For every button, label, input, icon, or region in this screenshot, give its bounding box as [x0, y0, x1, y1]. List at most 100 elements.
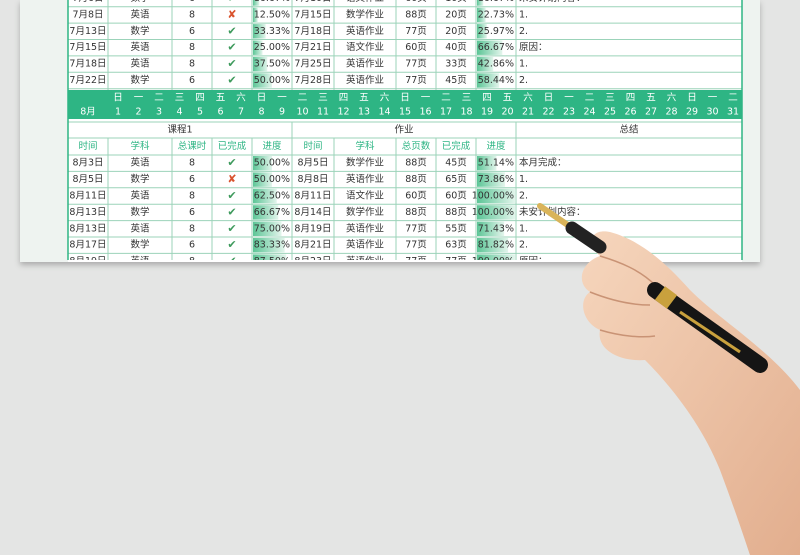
status-icon: ✔ — [227, 74, 236, 87]
day: 19 — [481, 107, 493, 118]
cell-text: 英语作业 — [346, 58, 384, 70]
hand — [537, 203, 800, 555]
cell-text: 英语 — [130, 8, 150, 20]
day: 23 — [563, 107, 575, 118]
cell-text: 8月3日 — [72, 158, 103, 169]
progress-bar — [253, 238, 285, 253]
margin — [20, 0, 68, 262]
cell-text: 语文作业 — [346, 190, 384, 202]
cell-text: 英语作业 — [346, 255, 384, 267]
progress-bar — [253, 73, 272, 88]
cell-text: 8 — [189, 158, 195, 169]
calendar-month: 8月 — [80, 107, 96, 118]
cell-text: 8月21日 — [294, 240, 331, 251]
cell-text: 英语作业 — [346, 239, 384, 251]
group-header: 作业 — [394, 124, 413, 136]
day: 14 — [378, 107, 390, 118]
weekday: 一 — [708, 93, 718, 104]
group-header: 课程1 — [167, 125, 192, 136]
cell-text: 8 — [189, 223, 195, 234]
cell-text: 77页 — [405, 240, 427, 251]
progress-text: 71.43% — [478, 223, 514, 234]
progress-text: 62.50% — [254, 191, 290, 202]
status-icon: ✔ — [227, 255, 236, 268]
progress-bar — [253, 0, 260, 6]
cell-text: 7月8日 — [72, 9, 103, 20]
progress-bar — [477, 188, 515, 204]
status-icon: ✔ — [227, 57, 236, 70]
progress-bar — [253, 7, 258, 23]
day: 5 — [197, 107, 203, 118]
paper — [20, 0, 760, 262]
day: 26 — [624, 107, 636, 118]
progress-text: 25.00% — [254, 42, 290, 53]
progress-text: 12.50% — [254, 9, 290, 20]
progress-text: 66.67% — [254, 207, 290, 218]
column-header: 已完成 — [442, 140, 471, 152]
cell-text: 77页 — [405, 75, 427, 86]
weekday: 日 — [687, 93, 697, 104]
day: 31 — [727, 107, 739, 118]
cell-text: 88页 — [405, 9, 427, 20]
cell-text: 英语 — [130, 58, 150, 70]
status-icon: ✔ — [227, 189, 236, 202]
cell-text: 英语 — [130, 190, 150, 202]
cell-text: 英语 — [130, 222, 150, 234]
cell-text: 60页 — [445, 191, 467, 202]
weekday: 二 — [154, 93, 164, 104]
weekday: 二 — [728, 93, 738, 104]
column-header: 已完成 — [218, 140, 247, 152]
column-header: 进度 — [486, 140, 506, 152]
cell-text: 7月13日 — [69, 26, 106, 37]
weekday: 三 — [462, 93, 472, 104]
cell-text: 7月6日 — [72, 0, 103, 4]
pen-band — [654, 286, 678, 309]
progress-text: 100.00% — [472, 256, 514, 267]
cell-text: 8月5日 — [297, 158, 328, 169]
progress-bar — [477, 156, 497, 171]
column-header: 学科 — [355, 140, 375, 152]
cell-text: 20页 — [445, 26, 467, 37]
progress-text: 37.50% — [254, 59, 290, 70]
day: 9 — [279, 107, 285, 118]
day: 4 — [176, 107, 182, 118]
weekday: 六 — [667, 92, 677, 104]
day: 12 — [337, 107, 349, 118]
cell-text: 6 — [189, 0, 195, 4]
cell-text: 6 — [189, 240, 195, 251]
cell-text: 33页 — [445, 59, 467, 70]
summary-text: 原因： — [519, 42, 548, 53]
cell-text: 77页 — [405, 59, 427, 70]
summary-text: 本月完成： — [519, 157, 567, 169]
status-icon: ✔ — [227, 156, 236, 169]
cell-text: 88页 — [405, 174, 427, 185]
cell-text: 60页 — [405, 42, 427, 53]
weekday: 五 — [359, 93, 369, 104]
weekday: 三 — [175, 93, 185, 104]
cell-text: 60页 — [405, 191, 427, 202]
weekday: 二 — [585, 93, 595, 104]
cell-text: 40页 — [445, 42, 467, 53]
day: 28 — [665, 107, 677, 118]
cell-text: 8 — [189, 191, 195, 202]
progress-bar — [477, 221, 505, 236]
cell-text: 45页 — [445, 158, 467, 169]
cell-text: 77页 — [405, 256, 427, 267]
cell-text: 6 — [189, 174, 195, 185]
cell-text: 60页 — [405, 0, 427, 4]
status-icon: ✔ — [227, 0, 236, 5]
cell-text: 6 — [189, 26, 195, 37]
summary-text: 2. — [519, 75, 528, 86]
column-header: 时间 — [303, 140, 322, 152]
weekday: 三 — [318, 93, 328, 104]
progress-text: 50.00% — [254, 158, 290, 169]
progress-text: 66.67% — [478, 42, 514, 53]
cell-text: 8月13日 — [69, 207, 106, 218]
cell-text: 8月11日 — [294, 191, 331, 202]
summary-text: 2. — [519, 191, 528, 202]
cell-text: 45页 — [445, 75, 467, 86]
cell-text: 8月13日 — [69, 223, 106, 234]
calendar-band — [68, 90, 742, 119]
progress-text: 16.67% — [478, 0, 514, 4]
